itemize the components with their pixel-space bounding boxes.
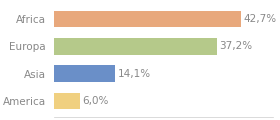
Text: 14,1%: 14,1%: [118, 69, 151, 79]
Bar: [53, 93, 80, 109]
Bar: [53, 65, 115, 82]
Text: 6,0%: 6,0%: [83, 96, 109, 106]
Bar: [53, 11, 241, 27]
Text: 37,2%: 37,2%: [220, 41, 253, 51]
Text: 42,7%: 42,7%: [244, 14, 277, 24]
Bar: [53, 38, 217, 55]
